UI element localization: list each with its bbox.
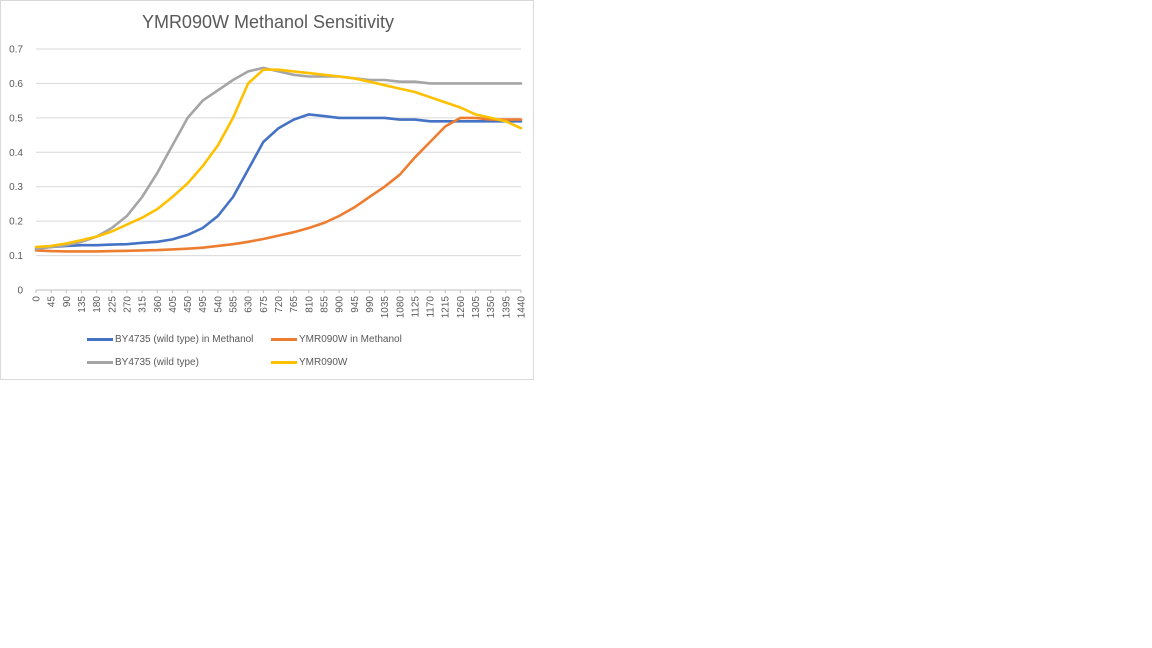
legend-swatch (271, 338, 297, 341)
x-tick-label: 1305 (471, 296, 482, 319)
y-tick-label: 0.2 (9, 217, 23, 228)
y-tick-label: 0 (17, 286, 23, 297)
y-tick-label: 0.4 (9, 148, 23, 159)
x-tick-label: 945 (350, 296, 361, 313)
legend-item: BY4735 (wild type) (87, 357, 199, 368)
series-line (34, 113, 523, 250)
y-tick-label: 0.7 (9, 45, 23, 56)
x-tick-label: 720 (274, 296, 285, 313)
series-line (34, 116, 523, 253)
x-tick-label: 450 (183, 296, 194, 313)
chart-frame: YMR090W Methanol Sensitivity 0 0.1 0.2 0.3 0… (0, 0, 534, 380)
x-tick-label: 360 (153, 296, 164, 313)
x-tick-label: 1260 (456, 296, 467, 319)
legend-item: YMR090W in Methanol (271, 334, 402, 345)
y-tick-label: 0.6 (9, 79, 23, 90)
x-tick-label: 90 (62, 296, 73, 308)
x-tick-label: 810 (304, 296, 315, 313)
legend-swatch (87, 361, 113, 364)
x-tick-label: 1125 (410, 296, 421, 318)
y-tick-label: 0.1 (9, 251, 23, 262)
legend-label: BY4735 (wild type) in Methanol (115, 334, 254, 345)
x-tick-label: 1035 (380, 296, 391, 319)
x-tick-label: 630 (244, 296, 255, 313)
legend-item: YMR090W (271, 357, 347, 368)
legend-item: BY4735 (wild type) in Methanol (87, 334, 253, 345)
series-line (34, 66, 523, 250)
x-tick-label: 270 (122, 296, 133, 313)
x-tick-label: 585 (229, 296, 240, 313)
x-tick-label: 855 (319, 296, 330, 313)
y-tick-label: 0.3 (9, 182, 23, 193)
x-tick-label: 1395 (501, 296, 512, 319)
x-tick-label: 540 (213, 296, 224, 313)
x-tick-label: 1215 (441, 296, 452, 319)
chart-legend: BY4735 (wild type) in Methanol YMR090W in… (87, 334, 507, 374)
legend-swatch (271, 361, 297, 364)
series-line (34, 68, 523, 249)
x-tick-label: 1350 (486, 296, 497, 319)
x-tick-label: 765 (289, 296, 300, 313)
legend-swatch (87, 338, 113, 341)
legend-label: YMR090W (299, 357, 348, 368)
x-tick-label: 495 (198, 296, 209, 313)
x-tick-label: 225 (107, 296, 118, 313)
chart-title: YMR090W Methanol Sensitivity (141, 12, 395, 32)
legend-label: YMR090W in Methanol (299, 334, 402, 345)
chart-plot-area: 0 0.1 0.2 0.3 0.4 0.5 0.6 0.7 0 45 90 135 180 225 270 3… (9, 45, 528, 319)
x-tick-label: 135 (77, 296, 88, 313)
x-tick-label: 1080 (395, 296, 406, 319)
x-tick-label: 0 (32, 296, 43, 302)
x-tick-label: 900 (335, 296, 346, 313)
x-tick-label: 405 (168, 296, 179, 313)
y-tick-label: 0.5 (9, 113, 23, 124)
x-tick-label: 315 (138, 296, 149, 313)
x-tick-label: 1170 (426, 296, 437, 318)
x-tick-label: 1440 (517, 296, 528, 319)
x-tick-label: 45 (47, 296, 58, 308)
x-tick-label: 675 (259, 296, 270, 313)
x-tick-label: 990 (365, 296, 376, 313)
x-tick-label: 180 (92, 296, 103, 313)
legend-label: BY4735 (wild type) (115, 357, 199, 368)
